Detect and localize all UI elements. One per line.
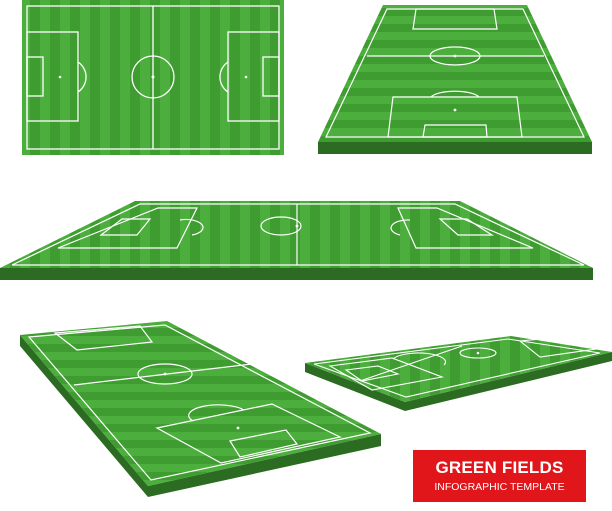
field-perspective-top-right	[318, 5, 592, 154]
field-perspective-bottom-left	[20, 321, 381, 497]
title-banner: GREEN FIELDS INFOGRAPHIC TEMPLATE	[413, 450, 586, 502]
banner-title: GREEN FIELDS	[435, 458, 564, 477]
field-top-lines	[26, 5, 280, 150]
field-perspective-bottom-right	[305, 335, 612, 411]
banner-subtitle: INFOGRAPHIC TEMPLATE	[434, 481, 565, 493]
field-perspective-wide	[0, 201, 593, 280]
field-top-view	[22, 0, 284, 155]
